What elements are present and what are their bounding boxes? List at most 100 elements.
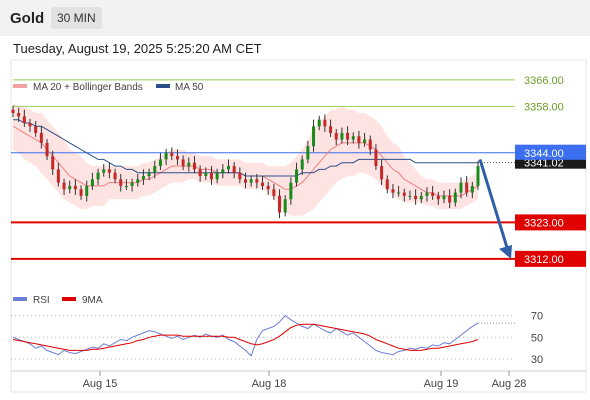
candle: [170, 147, 174, 161]
legend-label-9ma: 9MA: [82, 295, 103, 306]
rsi-line: [12, 314, 479, 357]
candle: [119, 174, 123, 192]
candle: [22, 109, 26, 127]
legend-label-ma20: MA 20 + Bollinger Bands: [33, 82, 143, 93]
candle: [425, 187, 429, 202]
candle: [459, 177, 463, 199]
candle: [408, 190, 412, 200]
candle: [198, 165, 202, 182]
level-label-3: 3323.00: [524, 217, 564, 229]
legend-swatch-ma20: [13, 84, 27, 88]
candle: [448, 189, 452, 209]
candle: [374, 144, 378, 171]
legend-swatch-9ma: [62, 297, 76, 301]
candle: [272, 183, 276, 200]
candle: [136, 174, 140, 187]
candle: [317, 115, 321, 131]
candle: [391, 183, 395, 199]
candle: [51, 150, 55, 176]
candle: [289, 177, 293, 205]
level-tag-4: [515, 250, 586, 267]
candle: [85, 180, 89, 202]
candle: [141, 169, 145, 185]
current-price-tag: [515, 144, 586, 160]
candle: [323, 114, 327, 132]
candle: [244, 172, 247, 189]
candle: [90, 172, 94, 190]
x-tick-label-3: Aug 28: [492, 378, 527, 390]
candle: [329, 119, 333, 137]
candle: [385, 175, 389, 194]
candle: [402, 188, 406, 202]
candle: [300, 155, 304, 176]
last-price-label: 3341.02: [524, 158, 564, 170]
candle: [419, 191, 423, 204]
timestamp: Tuesday, August 19, 2025 5:25:20 AM CET: [13, 41, 262, 56]
candle: [442, 190, 446, 204]
forecast-arrow-head: [499, 244, 512, 259]
candle: [187, 157, 191, 172]
rsi-tick-0: 70: [531, 310, 543, 322]
candle: [113, 168, 117, 184]
candle: [306, 140, 310, 164]
level-label-4: 3312.00: [524, 254, 564, 266]
candle: [79, 185, 83, 200]
candle: [17, 107, 21, 122]
candle: [175, 149, 179, 166]
chart-header: Gold 30 MIN: [0, 0, 590, 36]
legend-label-rsi: RSI: [33, 295, 50, 306]
rsi-tick-2: 30: [531, 354, 543, 366]
forecast-arrow: [478, 158, 512, 259]
candle: [158, 152, 162, 171]
bollinger-bands: [13, 103, 478, 216]
candle: [249, 175, 253, 187]
candle: [164, 148, 168, 166]
candle: [39, 126, 43, 149]
candle: [380, 159, 384, 185]
candle: [476, 160, 480, 190]
candle: [28, 118, 32, 132]
timeframe-badge[interactable]: 30 MIN: [51, 7, 102, 29]
candle: [34, 120, 38, 137]
rsi-9ma-line: [12, 323, 479, 351]
candle: [68, 180, 72, 194]
legend-swatch-rsi: [13, 297, 27, 301]
candle: [334, 128, 338, 146]
candle: [436, 191, 440, 205]
symbol-title: Gold: [10, 10, 45, 27]
rsi-legend: RSI 9MA: [13, 295, 103, 306]
rsi-panel: 70 50 30: [11, 310, 543, 366]
current-price-label: 3344.00: [524, 148, 564, 160]
candle: [238, 167, 242, 184]
candle: [107, 162, 111, 179]
candle: [266, 181, 270, 195]
candle: [102, 164, 106, 177]
candle: [340, 127, 344, 144]
candle: [130, 178, 134, 192]
candle: [312, 119, 316, 152]
candle: [453, 188, 457, 207]
level-tag-3: [515, 214, 586, 231]
x-tick-label-2: Aug 19: [424, 378, 459, 390]
x-tick-label-0: Aug 15: [83, 378, 118, 390]
candle: [96, 168, 100, 185]
x-axis: Aug 15 Aug 18 Aug 19 Aug 28: [83, 371, 527, 390]
level-label-0: 3366.00: [524, 75, 564, 87]
candle: [255, 174, 259, 189]
candle: [62, 178, 66, 195]
level-label-1: 3358.00: [524, 101, 564, 113]
candle: [56, 162, 60, 187]
legend-swatch-ma50: [156, 84, 170, 88]
candle: [357, 130, 361, 149]
candle: [465, 176, 469, 197]
candle: [11, 105, 15, 118]
price-legend: MA 20 + Bollinger Bands MA 50: [13, 82, 204, 93]
candle: [351, 132, 355, 144]
candle: [278, 189, 282, 219]
candle: [181, 155, 185, 171]
candle: [124, 179, 128, 190]
candle: [215, 168, 219, 184]
candle: [295, 162, 299, 187]
candle: [147, 168, 151, 180]
